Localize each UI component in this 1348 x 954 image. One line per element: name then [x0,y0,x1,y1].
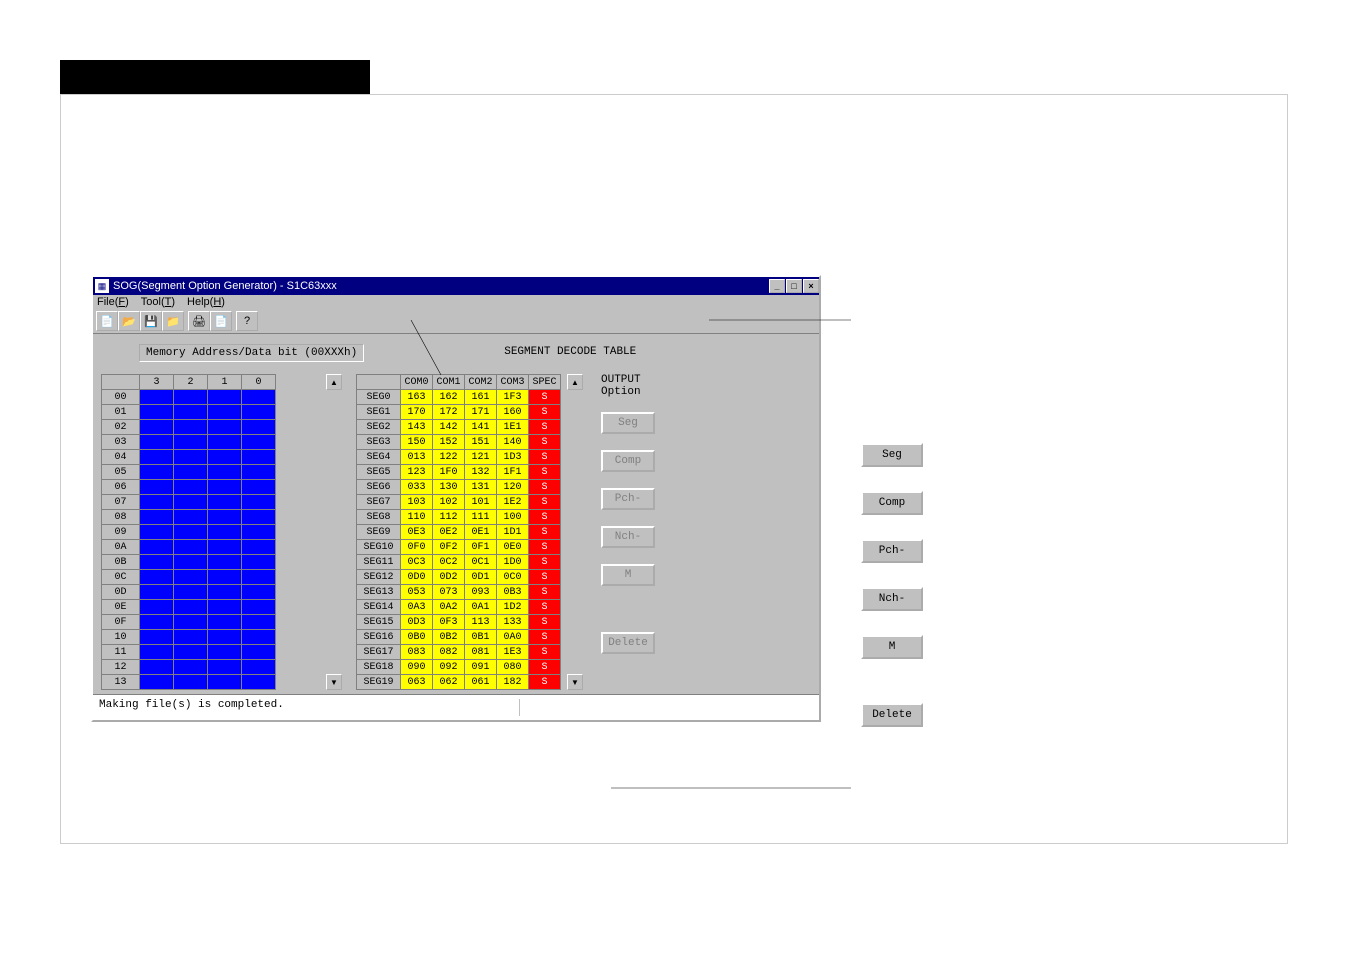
page-area: ▦ SOG(Segment Option Generator) - S1C63x… [60,94,1288,844]
header-blackbar [60,60,370,94]
